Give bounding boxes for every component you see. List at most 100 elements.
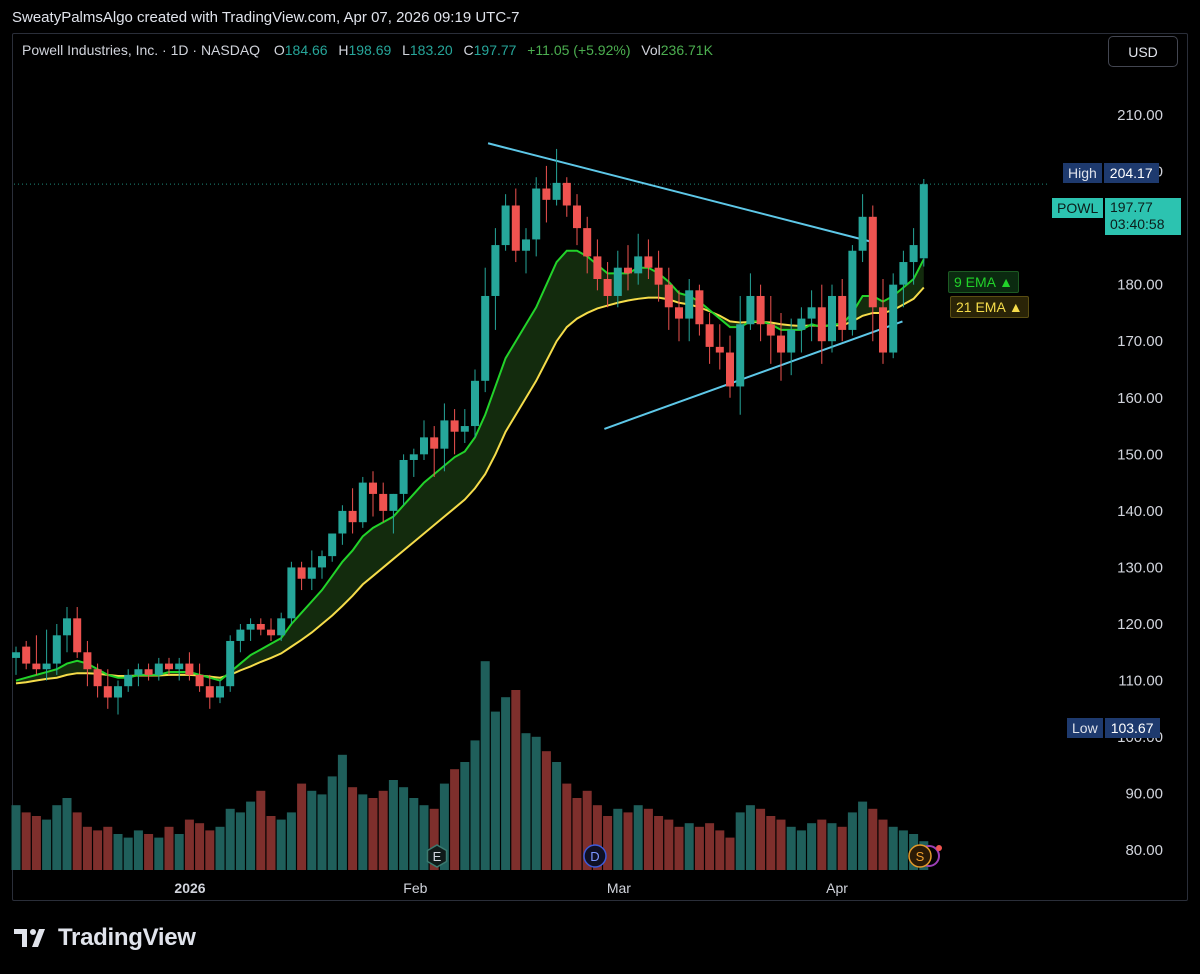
- candle-body: [787, 329, 796, 353]
- tradingview-logo-icon: [14, 929, 45, 947]
- candle-body: [664, 284, 673, 308]
- low-tag: Low 103.67: [1067, 718, 1160, 738]
- candle-body: [858, 216, 867, 251]
- price-tick-label: 170.00: [1117, 333, 1163, 350]
- volume-bar: [154, 837, 164, 870]
- volume-bar: [113, 834, 123, 870]
- volume-bar: [511, 690, 521, 870]
- candle-body: [532, 188, 541, 240]
- candle-body: [124, 674, 133, 687]
- price-tick-label: 140.00: [1117, 503, 1163, 520]
- volume-bar: [460, 762, 470, 870]
- candle-body: [287, 567, 296, 619]
- volume-bar: [246, 801, 256, 870]
- volume-bar: [898, 830, 908, 870]
- volume-bar: [317, 794, 327, 870]
- volume-bar: [766, 816, 776, 870]
- price-tick-label: 160.00: [1117, 390, 1163, 407]
- candle-body: [685, 290, 694, 319]
- candle-body: [501, 205, 510, 246]
- earnings-marker-label: E: [433, 849, 442, 864]
- candle-body: [807, 307, 816, 319]
- volume-bar: [429, 808, 439, 870]
- candle-body: [879, 307, 887, 353]
- candle-body: [511, 205, 520, 251]
- legend-open-label: O: [273, 42, 285, 58]
- volume-bar: [419, 805, 429, 870]
- candle-body: [777, 335, 785, 353]
- volume-bar: [572, 798, 582, 870]
- candle-body: [307, 567, 316, 579]
- volume-bar: [715, 830, 725, 870]
- volume-bar: [888, 826, 898, 870]
- volume-bar: [592, 805, 602, 870]
- price-tick-label: 180.00: [1117, 277, 1163, 294]
- time-tick-label: Feb: [403, 880, 427, 896]
- candle-body: [583, 228, 592, 257]
- volume-bar: [21, 812, 31, 870]
- ema9-label: 9 EMA ▲: [948, 271, 1019, 293]
- candle-body: [297, 567, 306, 579]
- legend-low-value: 183.20: [409, 42, 453, 58]
- candle-body: [889, 284, 898, 353]
- candle-body: [83, 652, 92, 670]
- volume-bar: [174, 834, 184, 870]
- candle-body: [12, 652, 20, 658]
- candle-body: [675, 307, 683, 319]
- volume-bar: [837, 826, 847, 870]
- volume-bar: [796, 830, 806, 870]
- volume-bar: [368, 798, 378, 870]
- legend-high-value: 198.69: [348, 42, 392, 58]
- chart-pane[interactable]: [12, 33, 1188, 901]
- earnings-marker: [426, 844, 448, 868]
- candle-body: [481, 295, 490, 381]
- volume-bar: [378, 790, 388, 870]
- volume-bar: [195, 823, 205, 870]
- candle-body: [695, 290, 704, 325]
- candle-body: [267, 629, 275, 636]
- candle-body: [389, 493, 398, 511]
- currency-button[interactable]: USD: [1108, 36, 1178, 67]
- volume-bar: [603, 816, 613, 870]
- volume-bar: [235, 812, 245, 870]
- volume-bar: [623, 812, 633, 870]
- candle-body: [654, 267, 663, 285]
- candle-body: [705, 324, 714, 347]
- volume-bar: [674, 826, 684, 870]
- candle-body: [379, 493, 388, 511]
- candle-body: [430, 437, 439, 449]
- volume-bar: [266, 816, 276, 870]
- volume-bar: [827, 823, 837, 870]
- volume-bar: [847, 812, 857, 870]
- candle-body: [460, 426, 469, 432]
- candle-body: [491, 245, 500, 296]
- candle-body: [318, 556, 326, 568]
- candle-body: [63, 618, 71, 636]
- candle-body: [205, 686, 214, 698]
- ema-cloud: [16, 250, 924, 684]
- candle-body: [552, 182, 561, 200]
- candle-body: [542, 188, 551, 200]
- candle-body: [348, 510, 357, 523]
- candle-body: [634, 256, 643, 274]
- price-tick-label: 110.00: [1118, 673, 1163, 690]
- split-marker-label: S: [916, 849, 925, 864]
- candle-body: [328, 533, 337, 557]
- candle-body: [471, 380, 479, 427]
- volume-bar: [501, 697, 511, 870]
- volume-bar: [52, 805, 62, 870]
- high-tag: High 204.17: [1063, 163, 1159, 183]
- volume-bar: [72, 812, 82, 870]
- candle-body: [919, 184, 928, 259]
- candle-body: [593, 256, 602, 280]
- volume-bar: [735, 812, 745, 870]
- tradingview-logo[interactable]: TradingView: [14, 924, 196, 952]
- volume-bar: [256, 790, 266, 870]
- volume-bar: [297, 783, 307, 870]
- low-tag-value: 103.67: [1104, 718, 1160, 738]
- volume-bar: [694, 826, 704, 870]
- candle-body: [766, 324, 775, 336]
- ema-cloud-fill: [16, 250, 924, 684]
- volume-bar: [786, 826, 796, 870]
